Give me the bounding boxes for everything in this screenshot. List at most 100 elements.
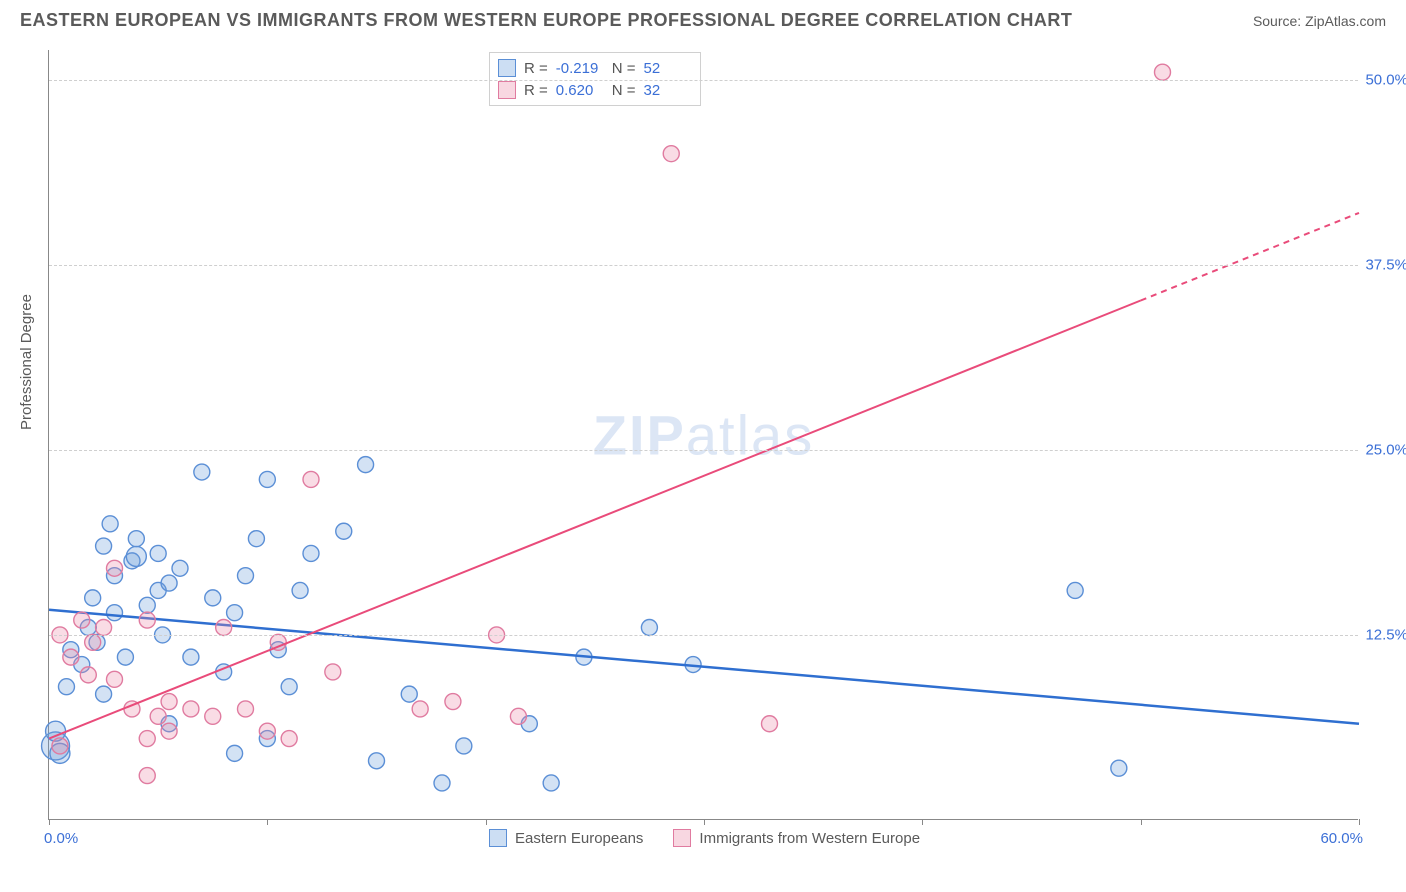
data-point (369, 753, 385, 769)
chart-plot-area: ZIPatlas R = -0.219 N = 52 R = 0.620 N =… (48, 50, 1358, 820)
stats-row-blue: R = -0.219 N = 52 (498, 57, 692, 79)
data-point (126, 546, 146, 566)
data-point (85, 590, 101, 606)
data-point (96, 538, 112, 554)
series-legend: Eastern Europeans Immigrants from Wester… (489, 829, 920, 847)
stat-n-label: N = (612, 82, 636, 99)
y-tick-label: 37.5% (1363, 256, 1406, 273)
data-point (80, 667, 96, 683)
data-point (543, 775, 559, 791)
data-point (248, 531, 264, 547)
data-point (107, 671, 123, 687)
data-point (150, 545, 166, 561)
y-tick-label: 25.0% (1363, 441, 1406, 458)
gridline (49, 80, 1358, 81)
data-point (107, 560, 123, 576)
data-point (1155, 64, 1171, 80)
data-point (259, 723, 275, 739)
legend-label-blue: Eastern Europeans (515, 830, 643, 847)
legend-item-pink: Immigrants from Western Europe (673, 829, 920, 847)
x-tick (1359, 819, 1360, 825)
legend-label-pink: Immigrants from Western Europe (699, 830, 920, 847)
y-axis-label: Professional Degree (18, 294, 35, 430)
x-tick (486, 819, 487, 825)
stats-row-pink: R = 0.620 N = 32 (498, 79, 692, 101)
chart-title: EASTERN EUROPEAN VS IMMIGRANTS FROM WEST… (20, 10, 1072, 31)
data-point (641, 620, 657, 636)
data-point (238, 701, 254, 717)
y-tick-label: 50.0% (1363, 71, 1406, 88)
stat-n-pink: 32 (644, 82, 692, 99)
scatter-svg (49, 50, 1358, 819)
swatch-blue-icon (498, 59, 516, 77)
x-tick (267, 819, 268, 825)
data-point (434, 775, 450, 791)
data-point (128, 531, 144, 547)
data-point (63, 649, 79, 665)
y-tick-label: 12.5% (1363, 626, 1406, 643)
stat-r-pink: 0.620 (556, 82, 604, 99)
data-point (1067, 582, 1083, 598)
data-point (150, 708, 166, 724)
data-point (96, 686, 112, 702)
data-point (325, 664, 341, 680)
gridline (49, 265, 1358, 266)
data-point (107, 605, 123, 621)
data-point (238, 568, 254, 584)
data-point (117, 649, 133, 665)
data-point (281, 731, 297, 747)
swatch-pink-icon (498, 81, 516, 99)
data-point (183, 649, 199, 665)
data-point (52, 738, 68, 754)
stat-r-label: R = (524, 82, 548, 99)
data-point (663, 146, 679, 162)
x-tick-max: 60.0% (1320, 830, 1363, 847)
trend-line (49, 300, 1141, 738)
data-point (401, 686, 417, 702)
data-point (85, 634, 101, 650)
data-point (1111, 760, 1127, 776)
data-point (139, 612, 155, 628)
data-point (205, 590, 221, 606)
stat-r-blue: -0.219 (556, 60, 604, 77)
trend-line-dashed (1141, 213, 1359, 301)
data-point (96, 620, 112, 636)
gridline (49, 635, 1358, 636)
stat-n-label: N = (612, 60, 636, 77)
x-tick-min: 0.0% (44, 830, 78, 847)
swatch-blue-icon (489, 829, 507, 847)
x-tick (922, 819, 923, 825)
stat-n-blue: 52 (644, 60, 692, 77)
swatch-pink-icon (673, 829, 691, 847)
data-point (139, 768, 155, 784)
source-label: Source: ZipAtlas.com (1253, 13, 1386, 29)
gridline (49, 450, 1358, 451)
data-point (194, 464, 210, 480)
legend-item-blue: Eastern Europeans (489, 829, 643, 847)
data-point (139, 597, 155, 613)
data-point (161, 723, 177, 739)
data-point (303, 471, 319, 487)
x-tick (704, 819, 705, 825)
data-point (336, 523, 352, 539)
data-point (102, 516, 118, 532)
data-point (292, 582, 308, 598)
data-point (227, 605, 243, 621)
data-point (510, 708, 526, 724)
data-point (281, 679, 297, 695)
data-point (303, 545, 319, 561)
data-point (58, 679, 74, 695)
data-point (445, 694, 461, 710)
data-point (227, 745, 243, 761)
data-point (216, 620, 232, 636)
data-point (456, 738, 472, 754)
data-point (161, 575, 177, 591)
data-point (205, 708, 221, 724)
data-point (412, 701, 428, 717)
data-point (358, 457, 374, 473)
x-tick (49, 819, 50, 825)
data-point (74, 612, 90, 628)
data-point (172, 560, 188, 576)
data-point (161, 694, 177, 710)
data-point (762, 716, 778, 732)
